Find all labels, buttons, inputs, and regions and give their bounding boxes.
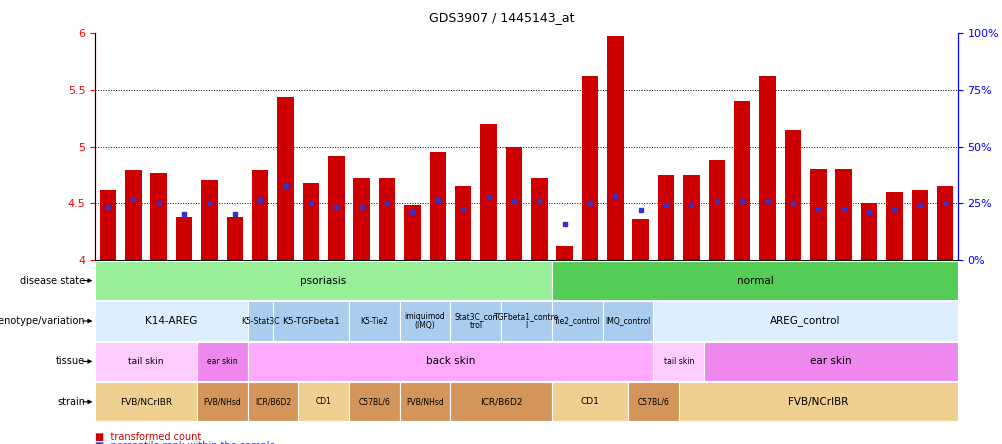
Bar	[429, 152, 446, 260]
Bar	[627, 382, 678, 421]
Bar	[150, 173, 166, 260]
Bar	[784, 130, 801, 260]
Bar	[455, 186, 471, 260]
Bar	[247, 301, 273, 341]
Bar	[450, 301, 501, 341]
Bar	[273, 301, 349, 341]
Bar	[606, 36, 623, 260]
Text: C57BL/6: C57BL/6	[637, 397, 668, 406]
Bar	[247, 382, 298, 421]
Bar	[682, 175, 699, 260]
Bar	[733, 101, 749, 260]
Text: C57BL/6: C57BL/6	[358, 397, 390, 406]
Bar	[175, 217, 192, 260]
Bar	[353, 178, 370, 260]
Text: ear skin: ear skin	[206, 357, 237, 366]
Bar	[556, 246, 572, 260]
Bar	[95, 261, 551, 300]
Bar	[652, 301, 957, 341]
Text: ICR/B6D2: ICR/B6D2	[255, 397, 291, 406]
Bar	[505, 147, 522, 260]
Text: normal: normal	[735, 276, 773, 285]
Bar	[252, 170, 269, 260]
Bar	[277, 97, 294, 260]
Bar	[303, 183, 319, 260]
Bar	[911, 190, 927, 260]
Text: ICR/B6D2: ICR/B6D2	[480, 397, 522, 406]
Text: K5-TGFbeta1: K5-TGFbeta1	[282, 317, 340, 325]
Text: ■  transformed count: ■ transformed count	[95, 432, 201, 442]
Bar	[400, 301, 450, 341]
Bar	[95, 342, 196, 381]
Bar	[707, 160, 724, 260]
Text: psoriasis: psoriasis	[301, 276, 347, 285]
Bar	[759, 76, 776, 260]
Bar	[196, 342, 247, 381]
Text: imiquimod
(IMQ): imiquimod (IMQ)	[405, 312, 445, 330]
Bar	[678, 382, 957, 421]
Bar	[95, 301, 247, 341]
Text: K14-AREG: K14-AREG	[145, 316, 197, 326]
Text: tail skin: tail skin	[663, 357, 693, 366]
Text: FVB/NCrIBR: FVB/NCrIBR	[788, 397, 848, 407]
Bar	[835, 169, 851, 260]
Text: IMQ_control: IMQ_control	[605, 317, 650, 325]
Bar	[379, 178, 395, 260]
Bar	[886, 192, 902, 260]
Bar	[298, 382, 349, 421]
Bar	[480, 124, 496, 260]
Text: Tie2_control: Tie2_control	[553, 317, 600, 325]
Bar	[810, 169, 826, 260]
Bar	[501, 301, 551, 341]
Text: CD1: CD1	[580, 397, 599, 406]
Text: TGFbeta1_contro
l: TGFbeta1_contro l	[493, 312, 559, 330]
Bar	[703, 342, 957, 381]
Bar	[125, 170, 141, 260]
Bar	[196, 382, 247, 421]
Bar	[551, 382, 627, 421]
Text: genotype/variation: genotype/variation	[0, 316, 85, 326]
Bar	[551, 261, 957, 300]
Bar	[201, 180, 217, 260]
Bar	[860, 203, 877, 260]
Text: ear skin: ear skin	[810, 357, 851, 366]
Text: GDS3907 / 1445143_at: GDS3907 / 1445143_at	[428, 11, 574, 24]
Text: FVB/NHsd: FVB/NHsd	[203, 397, 240, 406]
Text: disease state: disease state	[20, 276, 85, 285]
Bar	[328, 155, 345, 260]
Bar	[936, 186, 953, 260]
Text: tissue: tissue	[56, 357, 85, 366]
Bar	[226, 217, 242, 260]
Bar	[657, 175, 673, 260]
Bar	[349, 382, 400, 421]
Text: K5-Stat3C: K5-Stat3C	[240, 317, 280, 325]
Text: CD1: CD1	[316, 397, 332, 406]
Bar	[581, 76, 597, 260]
Text: tail skin: tail skin	[128, 357, 163, 366]
Text: ■  percentile rank within the sample: ■ percentile rank within the sample	[95, 441, 276, 444]
Bar	[632, 219, 648, 260]
Bar	[530, 178, 547, 260]
Bar	[551, 301, 602, 341]
Text: K5-Tie2: K5-Tie2	[360, 317, 388, 325]
Bar	[400, 382, 450, 421]
Text: FVB/NCrIBR: FVB/NCrIBR	[120, 397, 172, 406]
Text: AREG_control: AREG_control	[770, 316, 840, 326]
Bar	[652, 342, 703, 381]
Bar	[95, 382, 196, 421]
Bar	[450, 382, 551, 421]
Bar	[404, 206, 420, 260]
Text: strain: strain	[57, 397, 85, 407]
Text: Stat3C_con
trol: Stat3C_con trol	[454, 312, 497, 330]
Text: FVB/NHsd: FVB/NHsd	[406, 397, 444, 406]
Bar	[602, 301, 652, 341]
Text: back skin: back skin	[426, 357, 475, 366]
Bar	[349, 301, 400, 341]
Bar	[247, 342, 652, 381]
Bar	[99, 190, 116, 260]
